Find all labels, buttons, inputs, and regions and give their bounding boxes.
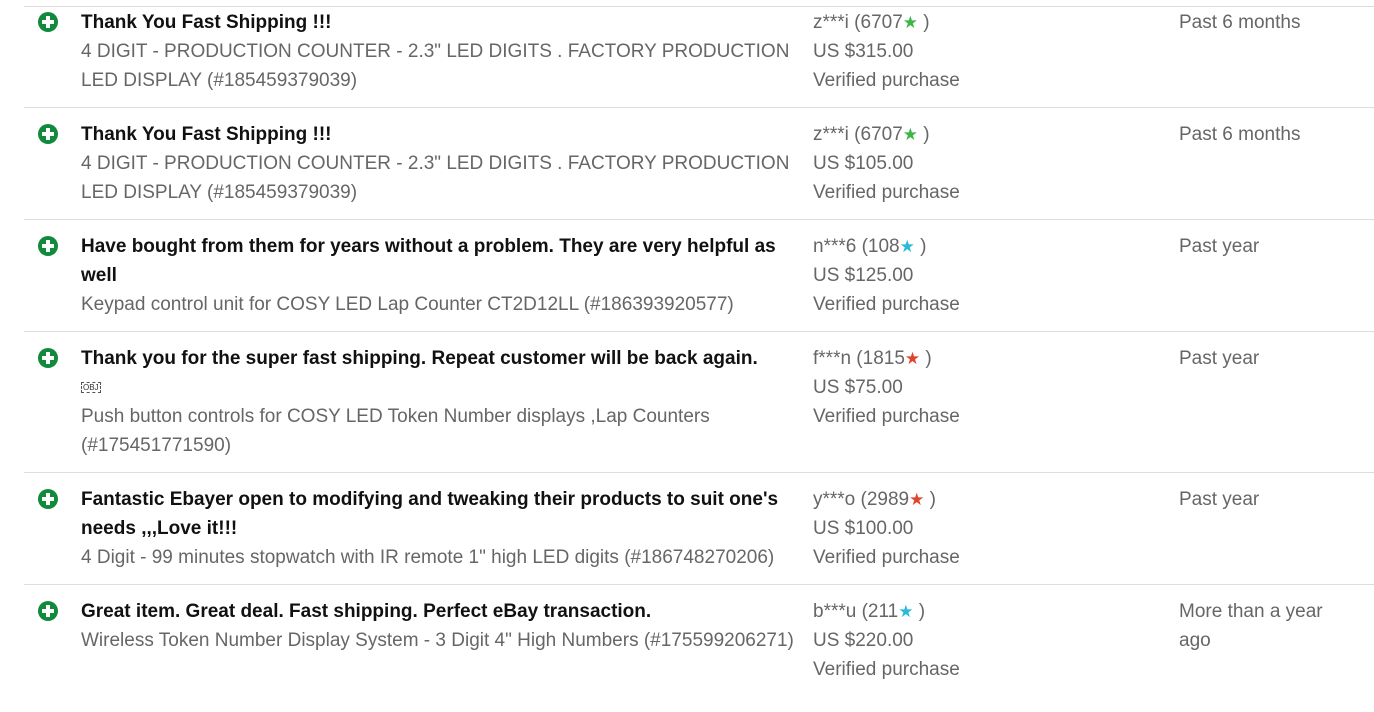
price: US $105.00 — [813, 153, 914, 174]
verified-purchase: Verified purchase — [813, 70, 960, 91]
positive-feedback-icon — [38, 236, 58, 256]
feedback-comment: Great item. Great deal. Fast shipping. P… — [81, 597, 801, 626]
verified-purchase: Verified purchase — [813, 547, 960, 568]
item-title[interactable]: Push button controls for COSY LED Token … — [81, 406, 710, 456]
buyer-info: b***u (211★ ) US $220.00 Verified purcha… — [813, 597, 1179, 684]
feedback-row: Thank you for the super fast shipping. R… — [24, 331, 1374, 472]
comment-text: Have bought from them for years without … — [81, 236, 776, 286]
feedback-content: Fantastic Ebayer open to modifying and t… — [81, 485, 801, 572]
price: US $125.00 — [813, 265, 914, 286]
buyer-name[interactable]: f***n (1815 — [813, 348, 905, 369]
positive-feedback-icon — [38, 348, 58, 368]
star-icon: ★ — [909, 490, 925, 509]
buyer-name[interactable]: z***i (6707 — [813, 12, 903, 33]
feedback-content: Thank You Fast Shipping !!! 4 DIGIT - PR… — [81, 120, 801, 207]
price: US $75.00 — [813, 377, 903, 398]
comment-text: Thank you for the super fast shipping. R… — [81, 348, 758, 369]
verified-purchase: Verified purchase — [813, 406, 960, 427]
comment-text: Fantastic Ebayer open to modifying and t… — [81, 489, 779, 539]
verified-purchase: Verified purchase — [813, 294, 960, 315]
feedback-list: Thank You Fast Shipping !!! 4 DIGIT - PR… — [24, 6, 1374, 696]
feedback-content: Have bought from them for years without … — [81, 232, 801, 319]
item-title[interactable]: Keypad control unit for COSY LED Lap Cou… — [81, 294, 734, 315]
verified-purchase: Verified purchase — [813, 659, 960, 680]
star-icon: ★ — [898, 602, 914, 621]
buyer-name[interactable]: y***o (2989 — [813, 489, 910, 510]
feedback-content: Great item. Great deal. Fast shipping. P… — [81, 597, 801, 655]
buyer[interactable]: z***i (6707★ ) — [813, 124, 930, 145]
positive-feedback-icon — [38, 124, 58, 144]
feedback-time: Past year — [1179, 489, 1260, 510]
positive-feedback-icon — [38, 489, 58, 509]
buyer[interactable]: z***i (6707★ ) — [813, 12, 930, 33]
price: US $315.00 — [813, 41, 914, 62]
item-title[interactable]: 4 Digit - 99 minutes stopwatch with IR r… — [81, 547, 775, 568]
feedback-time: More than a year ago — [1179, 601, 1323, 651]
feedback-time: Past 6 months — [1179, 124, 1301, 145]
item-title[interactable]: 4 DIGIT - PRODUCTION COUNTER - 2.3" LED … — [81, 41, 790, 91]
comment-text: Great item. Great deal. Fast shipping. P… — [81, 601, 652, 622]
item-title[interactable]: 4 DIGIT - PRODUCTION COUNTER - 2.3" LED … — [81, 153, 790, 203]
positive-feedback-icon — [38, 601, 58, 621]
feedback-content: Thank You Fast Shipping !!! 4 DIGIT - PR… — [81, 8, 801, 95]
feedback-comment: Fantastic Ebayer open to modifying and t… — [81, 485, 801, 543]
feedback-comment: Thank You Fast Shipping !!! — [81, 120, 801, 149]
buyer-info: z***i (6707★ ) US $315.00 Verified purch… — [813, 8, 1179, 95]
feedback-row: Have bought from them for years without … — [24, 219, 1374, 331]
buyer[interactable]: b***u (211★ ) — [813, 601, 926, 622]
verified-purchase: Verified purchase — [813, 182, 960, 203]
comment-text: Thank You Fast Shipping !!! — [81, 124, 332, 145]
feedback-comment: Thank you for the super fast shipping. R… — [81, 344, 801, 373]
feedback-row: Great item. Great deal. Fast shipping. P… — [24, 584, 1374, 696]
feedback-row: Fantastic Ebayer open to modifying and t… — [24, 472, 1374, 584]
object-placeholder: OBJ — [81, 373, 801, 402]
buyer-info: z***i (6707★ ) US $105.00 Verified purch… — [813, 120, 1179, 207]
positive-feedback-icon — [38, 12, 58, 32]
star-icon: ★ — [904, 349, 921, 368]
buyer-info: f***n (1815★ ) US $75.00 Verified purcha… — [813, 344, 1179, 460]
buyer-name[interactable]: z***i (6707 — [813, 124, 903, 145]
buyer[interactable]: n***6 (108★ ) — [813, 236, 927, 257]
star-icon: ★ — [902, 13, 919, 32]
star-icon: ★ — [899, 237, 915, 256]
feedback-time: Past year — [1179, 236, 1260, 257]
buyer[interactable]: y***o (2989★ ) — [813, 489, 936, 510]
buyer-name[interactable]: b***u (211 — [813, 601, 899, 622]
feedback-time: Past year — [1179, 348, 1260, 369]
feedback-row: Thank You Fast Shipping !!! 4 DIGIT - PR… — [24, 107, 1374, 219]
price: US $100.00 — [813, 518, 914, 539]
item-title[interactable]: Wireless Token Number Display System - 3… — [81, 630, 794, 651]
feedback-comment: Have bought from them for years without … — [81, 232, 801, 290]
buyer-info: y***o (2989★ ) US $100.00 Verified purch… — [813, 485, 1179, 572]
buyer-name[interactable]: n***6 (108 — [813, 236, 900, 257]
star-icon: ★ — [902, 125, 919, 144]
feedback-comment: Thank You Fast Shipping !!! — [81, 8, 801, 37]
buyer[interactable]: f***n (1815★ ) — [813, 348, 932, 369]
price: US $220.00 — [813, 630, 914, 651]
buyer-info: n***6 (108★ ) US $125.00 Verified purcha… — [813, 232, 1179, 319]
comment-text: Thank You Fast Shipping !!! — [81, 12, 332, 33]
obj-glyph: OBJ — [81, 382, 101, 394]
feedback-row: Thank You Fast Shipping !!! 4 DIGIT - PR… — [24, 6, 1374, 107]
feedback-time: Past 6 months — [1179, 12, 1301, 33]
feedback-content: Thank you for the super fast shipping. R… — [81, 344, 801, 460]
